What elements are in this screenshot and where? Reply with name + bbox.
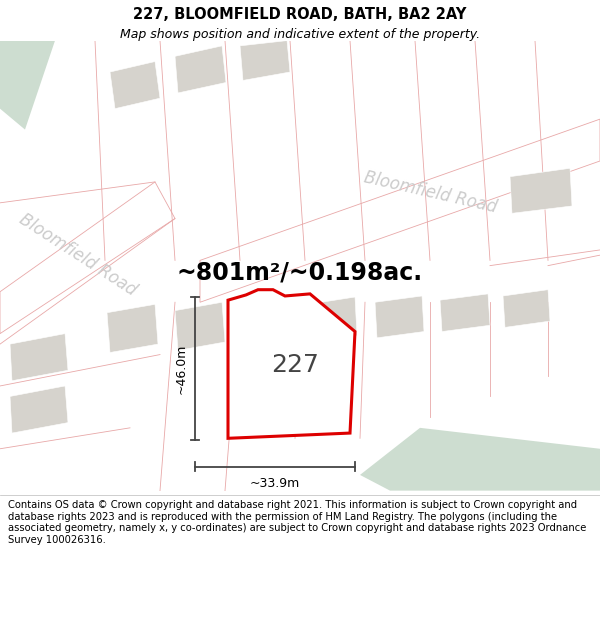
Polygon shape: [510, 168, 572, 213]
Text: Contains OS data © Crown copyright and database right 2021. This information is : Contains OS data © Crown copyright and d…: [8, 500, 586, 545]
Polygon shape: [240, 41, 290, 81]
Text: Bloomfield Road: Bloomfield Road: [362, 168, 498, 216]
Text: ~46.0m: ~46.0m: [175, 344, 187, 394]
Polygon shape: [375, 296, 424, 338]
Polygon shape: [107, 304, 158, 352]
Polygon shape: [10, 386, 68, 433]
Polygon shape: [240, 300, 290, 346]
Text: ~801m²/~0.198ac.: ~801m²/~0.198ac.: [177, 261, 423, 285]
Polygon shape: [110, 61, 160, 109]
Polygon shape: [503, 290, 550, 328]
Text: 227, BLOOMFIELD ROAD, BATH, BA2 2AY: 227, BLOOMFIELD ROAD, BATH, BA2 2AY: [133, 8, 467, 22]
Polygon shape: [228, 290, 355, 438]
Polygon shape: [200, 119, 600, 302]
Polygon shape: [175, 46, 226, 93]
Text: 227: 227: [271, 353, 319, 377]
Text: Bloomfield Road: Bloomfield Road: [16, 211, 140, 300]
Polygon shape: [0, 41, 55, 129]
Text: Map shows position and indicative extent of the property.: Map shows position and indicative extent…: [120, 28, 480, 41]
Polygon shape: [10, 334, 68, 381]
Polygon shape: [308, 297, 357, 342]
Polygon shape: [440, 294, 490, 331]
Polygon shape: [360, 428, 600, 491]
Polygon shape: [175, 302, 225, 351]
Text: ~33.9m: ~33.9m: [250, 477, 300, 490]
Polygon shape: [0, 182, 175, 334]
